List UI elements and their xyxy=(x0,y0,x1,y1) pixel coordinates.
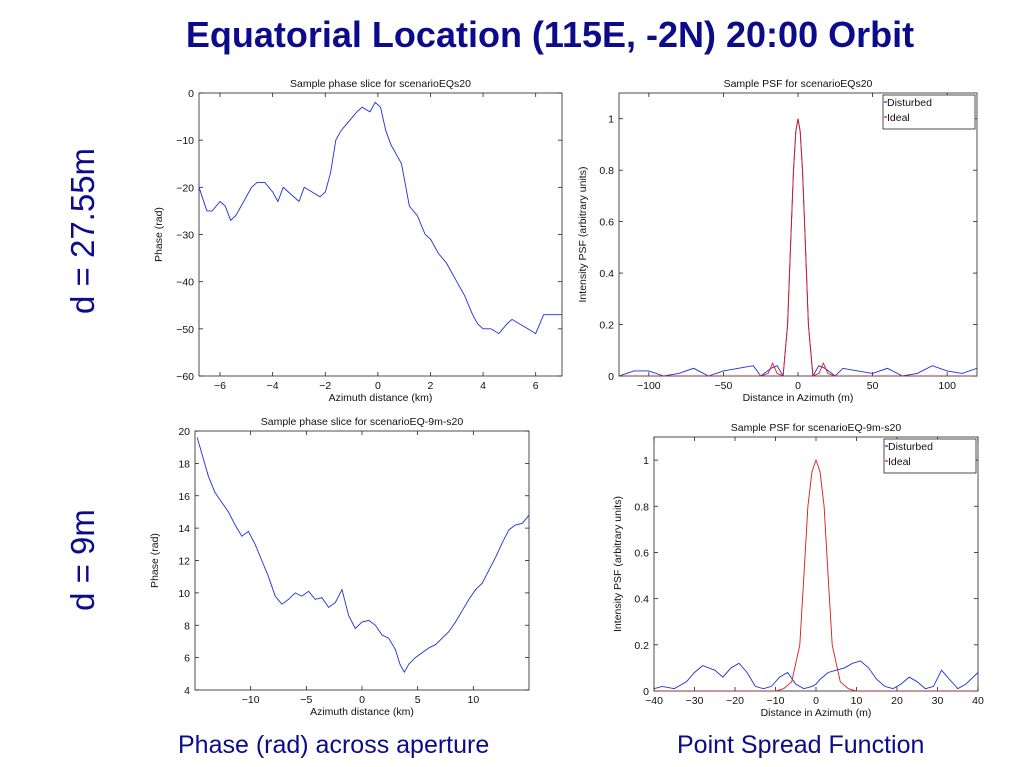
legend-entry: Disturbed xyxy=(887,97,932,109)
x-tick-label: −4 xyxy=(267,380,279,392)
x-tick-label: 2 xyxy=(428,380,434,392)
y-tick-label: 6 xyxy=(184,653,190,665)
y-axis-label: Phase (rad) xyxy=(149,533,161,588)
x-tick-label: −30 xyxy=(686,695,704,707)
y-tick-label: −20 xyxy=(176,182,194,194)
chart-title: Sample phase slice for scenarioEQs20 xyxy=(290,78,471,90)
x-tick-label: 40 xyxy=(972,695,984,707)
plot-frame xyxy=(619,93,977,376)
y-tick-label: −60 xyxy=(176,371,194,383)
y-tick-label: −40 xyxy=(176,277,194,289)
y-tick-label: 1 xyxy=(608,114,614,126)
y-tick-label: 20 xyxy=(178,426,190,438)
y-tick-label: 0.2 xyxy=(599,320,614,332)
x-tick-label: −6 xyxy=(214,380,226,392)
y-axis-label: Phase (rad) xyxy=(153,207,165,262)
x-tick-label: −100 xyxy=(637,380,661,392)
x-tick-label: 50 xyxy=(867,380,879,392)
y-tick-label: 0.2 xyxy=(634,640,649,652)
y-tick-label: 0.4 xyxy=(634,594,649,606)
y-axis-label: Intensity PSF (arbitrary units) xyxy=(612,496,624,632)
x-tick-label: 10 xyxy=(467,694,479,706)
chart-title: Sample PSF for scenarioEQ-9m-s20 xyxy=(731,422,902,434)
y-tick-label: 14 xyxy=(178,523,190,535)
chart-psf-bottom: Sample PSF for scenarioEQ-9m-s20−40 −30 −2… xyxy=(612,422,984,719)
y-tick-label: −10 xyxy=(176,135,194,147)
y-tick-label: 0.4 xyxy=(599,268,614,280)
x-tick-label: 30 xyxy=(932,695,944,707)
y-tick-label: 16 xyxy=(178,491,190,503)
y-tick-label: 1 xyxy=(643,455,649,467)
y-tick-label: 10 xyxy=(178,588,190,600)
x-tick-label: 10 xyxy=(851,695,863,707)
x-tick-label: 6 xyxy=(533,380,539,392)
x-tick-label: −5 xyxy=(300,694,312,706)
x-tick-label: 20 xyxy=(891,695,903,707)
y-tick-label: 0.8 xyxy=(634,501,649,513)
x-tick-label: −20 xyxy=(726,695,744,707)
plot-frame xyxy=(195,431,529,690)
x-tick-label: 0 xyxy=(813,695,819,707)
x-tick-label: −50 xyxy=(715,380,733,392)
y-tick-label: 0.6 xyxy=(634,547,649,559)
x-axis-label: Azimuth distance (km) xyxy=(310,706,414,718)
x-tick-label: 0 xyxy=(359,694,365,706)
chart-phase-bottom: Sample phase slice for scenarioEQ-9m-s20… xyxy=(149,416,529,718)
chart-title: Sample PSF for scenarioEQs20 xyxy=(724,78,873,90)
y-axis-label: Intensity PSF (arbitrary units) xyxy=(577,167,589,303)
x-tick-label: 0 xyxy=(375,380,381,392)
y-tick-label: 0 xyxy=(188,88,194,100)
y-tick-label: 0.8 xyxy=(599,165,614,177)
chart-phase-top: Sample phase slice for scenarioEQs20 −6 −4… xyxy=(153,78,562,404)
y-tick-label: 18 xyxy=(178,458,190,470)
x-tick-label: −10 xyxy=(767,695,785,707)
plot-frame xyxy=(199,93,562,376)
chart-title: Sample phase slice for scenarioEQ-9m-s20 xyxy=(261,416,464,428)
legend-entry: Ideal xyxy=(888,456,911,468)
y-tick-label: −30 xyxy=(176,230,194,242)
x-tick-label: −2 xyxy=(319,380,331,392)
x-axis-label: Distance in Azimuth (m) xyxy=(761,707,872,719)
chart-psf-top: Sample PSF for scenarioEQs20−100 −50 0 50 10… xyxy=(577,78,977,404)
x-axis-label: Azimuth distance (km) xyxy=(329,392,433,404)
y-tick-label: 0 xyxy=(608,371,614,383)
plot-frame xyxy=(654,437,978,691)
legend-entry: Ideal xyxy=(887,112,910,124)
y-tick-label: 0.6 xyxy=(599,217,614,229)
x-tick-label: 100 xyxy=(938,380,956,392)
y-tick-label: 4 xyxy=(184,685,190,697)
x-tick-label: 5 xyxy=(415,694,421,706)
y-tick-label: −50 xyxy=(176,324,194,336)
y-tick-label: 0 xyxy=(643,686,649,698)
legend-entry: Disturbed xyxy=(888,441,933,453)
x-tick-label: 0 xyxy=(795,380,801,392)
x-tick-label: 4 xyxy=(480,380,486,392)
y-tick-label: 8 xyxy=(184,620,190,632)
y-tick-label: 12 xyxy=(178,556,190,568)
x-tick-label: −10 xyxy=(242,694,260,706)
x-axis-label: Distance in Azimuth (m) xyxy=(743,392,854,404)
